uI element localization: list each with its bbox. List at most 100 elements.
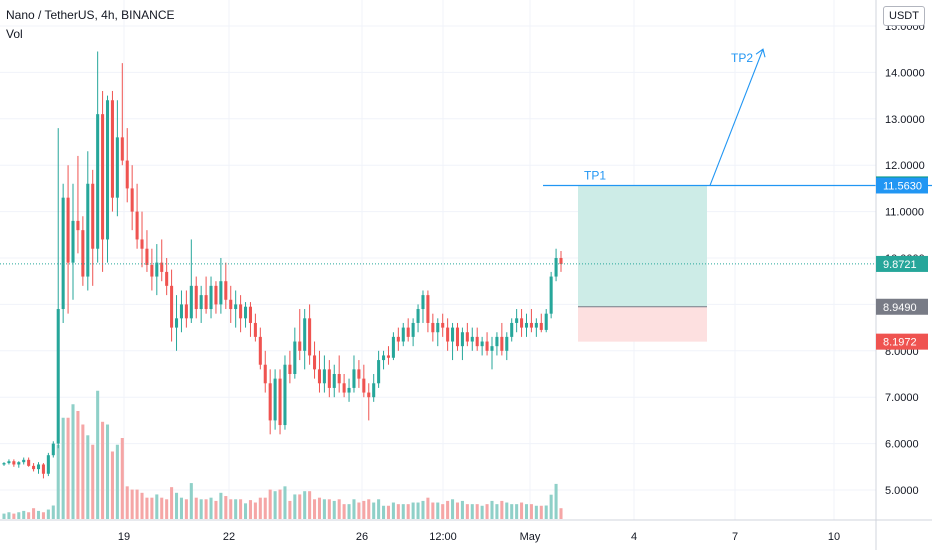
volume-bar [367, 499, 371, 519]
volume-bar [125, 486, 129, 519]
last-price-badge-text: 9.8721 [883, 259, 917, 271]
volume-bar [135, 489, 139, 519]
volume-bar [51, 505, 55, 519]
tp1-price-badge-bg [876, 177, 928, 194]
candle [189, 239, 193, 323]
candle [510, 318, 514, 342]
volume-bar [224, 496, 228, 519]
candle [554, 248, 558, 282]
candle [416, 304, 420, 333]
volume-bar [485, 504, 489, 519]
candle [96, 51, 100, 263]
currency-button[interactable]: USDT [883, 6, 925, 26]
candle-body [357, 369, 361, 379]
volume-bar [357, 502, 361, 519]
candle [455, 322, 460, 351]
candle [544, 309, 548, 333]
volume-bar [500, 500, 504, 519]
candle-body [61, 197, 65, 310]
time-tick-label: 12:00 [429, 531, 457, 543]
candle [367, 383, 371, 421]
candle [495, 332, 499, 356]
stop-loss-zone [578, 306, 707, 342]
candle [234, 290, 238, 328]
volume-bar [534, 505, 538, 519]
candle-body [135, 211, 139, 240]
candle-body [194, 285, 198, 310]
candle-body [317, 369, 321, 384]
candle [524, 313, 529, 337]
candle [46, 452, 50, 477]
candle [130, 165, 134, 231]
candle [308, 304, 312, 365]
candle-body [17, 462, 21, 465]
volume-bar [229, 499, 233, 519]
candle-body [352, 369, 356, 388]
volume-bar [130, 489, 134, 519]
candle [480, 336, 484, 356]
candle-body [386, 355, 391, 358]
candle [332, 364, 336, 398]
volume-bar [386, 505, 391, 519]
candle [313, 341, 317, 379]
candle [7, 459, 11, 465]
volume-bar [214, 500, 218, 519]
candle-body [303, 318, 307, 351]
candle-body [510, 322, 514, 337]
candle-body [337, 374, 341, 384]
candle-body [248, 306, 252, 323]
candle-body [460, 332, 464, 347]
candle-body [278, 378, 282, 426]
candle [426, 290, 430, 333]
volume-bar [308, 491, 312, 519]
candle-body [559, 258, 563, 265]
candle-body [36, 464, 41, 470]
last-price-badge-bg [876, 255, 928, 272]
candle [155, 244, 159, 296]
candle [283, 355, 287, 430]
volume-bar [184, 499, 188, 519]
candle-body [165, 271, 169, 286]
candle-body [174, 318, 179, 328]
candle-body [7, 461, 11, 464]
volume-bar [416, 502, 420, 519]
candle [204, 276, 208, 314]
volume-bar [421, 500, 425, 519]
candle [32, 463, 36, 472]
volume-bar [101, 421, 105, 519]
volume-bar [490, 500, 494, 519]
volume-bar [391, 502, 395, 519]
volume-bar [549, 494, 553, 519]
candle-body [426, 295, 430, 323]
volume-bar [36, 510, 41, 519]
candle-body [105, 100, 110, 240]
candle-body [544, 313, 548, 330]
volume-bar [174, 492, 179, 519]
candle [174, 295, 179, 351]
long-position-tool[interactable] [578, 185, 707, 342]
volume-bar [401, 504, 405, 519]
volume-bar [71, 404, 75, 519]
candle-body [155, 262, 159, 277]
candle-body [66, 197, 70, 263]
volume-bar [155, 494, 159, 519]
candle [372, 374, 376, 402]
candle-body [529, 322, 533, 328]
volume-bar [219, 492, 223, 519]
candle [515, 309, 519, 333]
candle [327, 360, 331, 398]
volume-bar [239, 499, 243, 519]
volume-bar [145, 497, 149, 519]
candle-body [524, 322, 529, 328]
volume-bar [505, 502, 509, 519]
candle [460, 327, 464, 361]
candle [199, 285, 203, 323]
time-tick-label: 4 [631, 531, 637, 543]
candle-body [86, 183, 90, 277]
volume-bar [288, 500, 292, 519]
volume-bar [298, 494, 302, 519]
volume-bar [554, 483, 558, 519]
volume-bar [431, 502, 435, 519]
